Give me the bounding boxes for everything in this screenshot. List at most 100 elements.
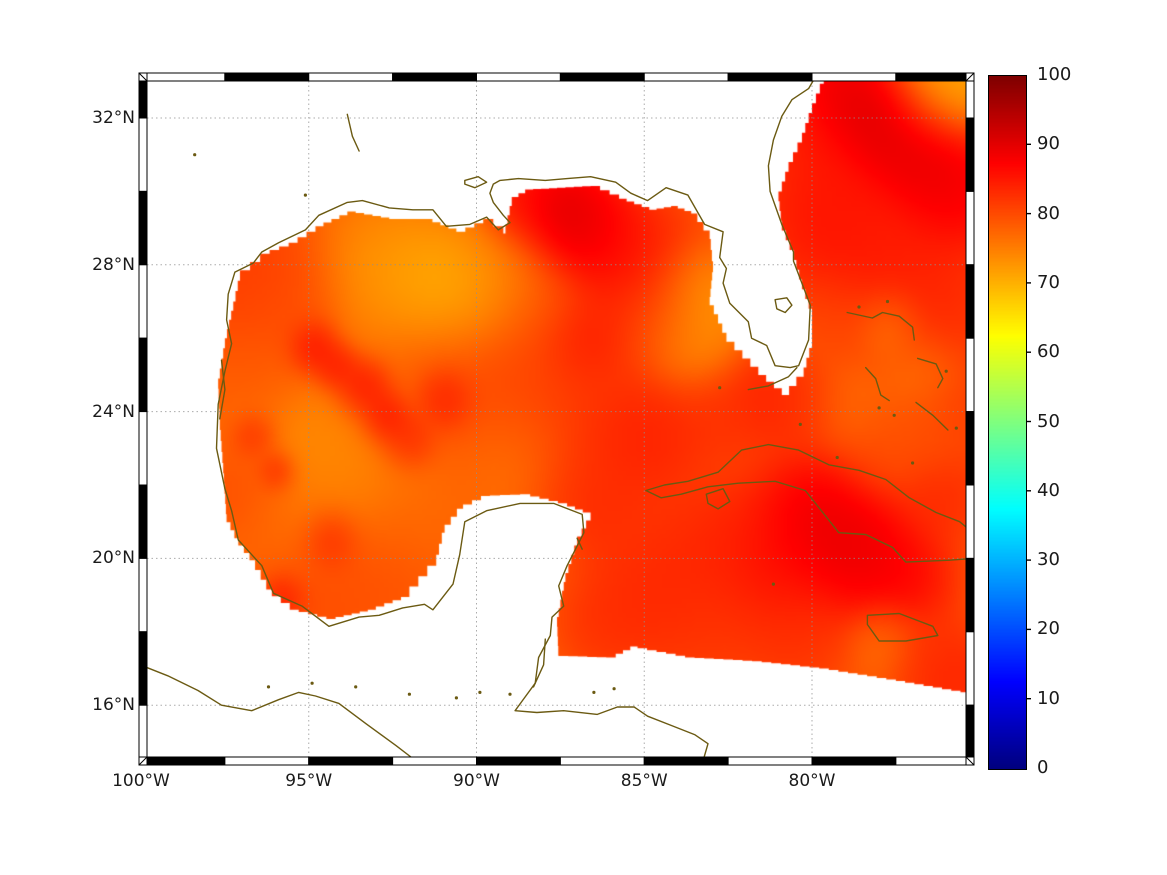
islet-dot xyxy=(771,582,776,586)
coastline-grand-bahama-abaco xyxy=(846,311,915,341)
y-tick-label-32: 32°N xyxy=(92,108,135,128)
frame-segment-left xyxy=(138,557,148,633)
frame-segment-left xyxy=(138,704,148,758)
frame-segment-left xyxy=(138,411,148,486)
frame-segment-left xyxy=(138,631,148,706)
islet-dot xyxy=(944,369,948,373)
islet-dot xyxy=(798,422,802,426)
frame-segment-right xyxy=(965,411,975,486)
coastline-eleuthera xyxy=(917,357,944,389)
frame-segment-left xyxy=(138,484,148,559)
coastline-florida-keys xyxy=(747,366,798,391)
frame-mitre xyxy=(965,756,975,766)
frame-mitre xyxy=(138,72,148,82)
colorbar-tick-label-100: 100 xyxy=(1037,64,1072,85)
islet-dot xyxy=(407,692,411,696)
islet-dot xyxy=(892,413,896,417)
frame-segment-top xyxy=(727,72,813,82)
frame-segment-top xyxy=(811,72,897,82)
y-tick-label-28: 28°N xyxy=(92,254,135,275)
coastline-isle-of-youth xyxy=(705,488,731,510)
colorbar-tick-label-30: 30 xyxy=(1037,549,1060,571)
coastline-exuma-chain xyxy=(915,401,949,431)
frame-segment-right xyxy=(965,264,975,339)
islet-dot xyxy=(303,193,307,197)
colorbar-tick-label-60: 60 xyxy=(1037,341,1060,363)
coastline-gulf-atlantic-mainland xyxy=(215,76,817,762)
colorbar-tick-label-40: 40 xyxy=(1037,479,1060,501)
frame-segment-bottom xyxy=(727,756,813,766)
frame-segment-right xyxy=(965,80,975,119)
islet-dot xyxy=(478,690,482,695)
frame-segment-bottom xyxy=(146,756,226,766)
coastline-belize-barrier xyxy=(532,638,546,688)
frame-segment-top xyxy=(643,72,729,82)
coastline-toledo-bend xyxy=(346,113,360,152)
coastline-pacific-mexico-coast xyxy=(139,664,417,762)
x-tick-label-100: 100°W xyxy=(112,771,170,791)
islet-dot xyxy=(877,406,881,410)
colorbar-tick-label-10: 10 xyxy=(1037,687,1060,709)
islet-dot xyxy=(193,153,197,157)
islet-dot xyxy=(354,685,358,689)
islet-dot xyxy=(612,687,616,691)
frame-segment-bottom xyxy=(643,756,729,766)
islet-dot xyxy=(954,426,958,430)
frame-segment-right xyxy=(965,484,975,559)
frame-segment-bottom xyxy=(559,756,645,766)
y-tick-label-16: 16°N xyxy=(92,695,135,716)
frame-segment-right xyxy=(965,557,975,633)
colorbar-tick-label-20: 20 xyxy=(1037,618,1060,640)
frame-segment-top xyxy=(895,72,967,82)
islet-dot xyxy=(911,461,915,465)
frame-segment-right xyxy=(965,117,975,192)
islet-dot xyxy=(310,681,314,685)
frame-segment-right xyxy=(965,190,975,266)
frame-segment-bottom xyxy=(392,756,477,766)
islet-dot xyxy=(718,386,722,390)
colorbar-tick-label-50: 50 xyxy=(1037,410,1060,432)
frame-segment-top xyxy=(559,72,645,82)
islet-dot xyxy=(835,455,839,460)
frame-segment-bottom xyxy=(895,756,967,766)
frame-segment-bottom xyxy=(224,756,310,766)
frame-segment-left xyxy=(138,80,148,119)
coastline-andros xyxy=(865,366,890,402)
x-tick-label-80: 80°W xyxy=(788,771,836,791)
islet-dot xyxy=(266,685,271,689)
x-tick-label-95: 95°W xyxy=(285,771,333,791)
frame-mitre xyxy=(965,72,975,82)
gulf-heatmap-canvas xyxy=(147,81,966,757)
frame-segment-bottom xyxy=(476,756,561,766)
coastline-cuba xyxy=(645,443,974,563)
frame-mitre xyxy=(138,756,148,766)
colorbar-tick-label-80: 80 xyxy=(1037,202,1060,224)
coastline-laguna-madre xyxy=(219,359,226,420)
coastline-lake-pontchartrain xyxy=(464,176,488,189)
frame-segment-left xyxy=(138,190,148,266)
frame-segment-top xyxy=(308,72,394,82)
coastlines-group xyxy=(139,76,974,762)
frame-segment-top xyxy=(224,72,310,82)
y-tick-label-24: 24°N xyxy=(92,401,135,422)
colorbar-tick-label-70: 70 xyxy=(1037,271,1060,293)
frame-segment-left xyxy=(138,264,148,339)
frame-segment-top xyxy=(392,72,477,82)
frame-segment-left xyxy=(138,337,148,413)
islet-dot xyxy=(885,299,890,304)
colorbar-tick-label-90: 90 xyxy=(1037,133,1060,155)
frame-segment-right xyxy=(965,337,975,413)
colorbar-tick-label-0: 0 xyxy=(1037,757,1049,778)
x-tick-label-85: 85°W xyxy=(620,771,668,791)
frame-segment-left xyxy=(138,117,148,192)
x-tick-label-90: 90°W xyxy=(453,771,500,791)
frame-segment-bottom xyxy=(308,756,394,766)
frame-segment-right xyxy=(965,704,975,758)
colorbar xyxy=(988,75,1027,770)
frame-segment-top xyxy=(146,72,226,82)
frame-segment-right xyxy=(965,631,975,706)
frame-segment-top xyxy=(476,72,561,82)
frame-segment-bottom xyxy=(811,756,897,766)
